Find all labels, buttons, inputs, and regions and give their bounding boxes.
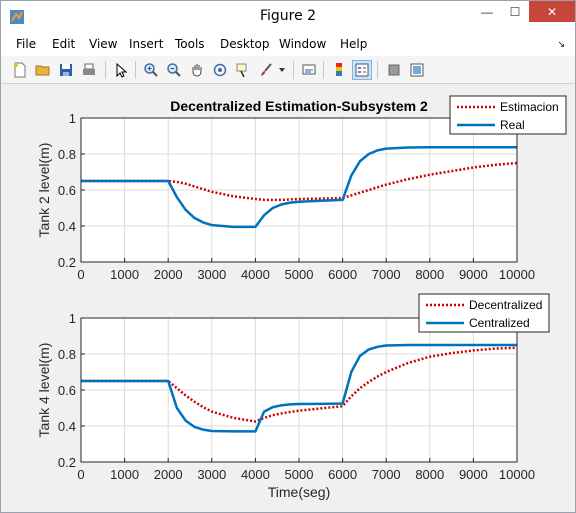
menu-tools[interactable]: Tools: [175, 37, 205, 51]
axes-2: 0 1000 2000 3000 4000 5000 6000 7000 8000 9000 100…: [36, 293, 550, 500]
zoom-in-icon[interactable]: [141, 60, 161, 80]
x-tick-label: 6000: [328, 467, 357, 482]
maximize-button[interactable]: ☐: [509, 4, 521, 19]
axes-border: [80, 317, 518, 463]
legend-box: [418, 293, 550, 333]
zoom-out-icon[interactable]: [164, 60, 184, 80]
pan-hand-icon[interactable]: [187, 60, 207, 80]
x-tick-label: 3000: [197, 467, 226, 482]
x-tick-label: 9000: [459, 267, 488, 282]
y-tick-label: 0.2: [58, 255, 76, 270]
axes-border: [80, 117, 518, 263]
x-tick-label: 3000: [197, 267, 226, 282]
open-file-icon[interactable]: [33, 60, 53, 80]
legend-entry: Decentralized: [469, 298, 542, 312]
y-tick-label: 0.8: [58, 147, 76, 162]
legend: Decentralized Centralized: [418, 293, 550, 333]
menu-insert[interactable]: Insert: [129, 37, 164, 51]
brush-dropdown-icon[interactable]: [277, 60, 287, 80]
x-tick-label: 7000: [372, 467, 401, 482]
x-tick-label: 0: [77, 267, 84, 282]
y-axis-label: Tank 2 level(m): [36, 143, 52, 238]
legend-entry: Centralized: [469, 316, 530, 330]
minimize-button[interactable]: —: [481, 4, 493, 19]
toolbar-separator: [323, 61, 324, 79]
toolbar-separator: [135, 61, 136, 79]
dock-arrow-icon[interactable]: ↘: [557, 39, 565, 49]
x-tick-label: 4000: [241, 267, 270, 282]
axes-1: 0 1000 2000 3000 4000 5000 6000 7000 8000 9000 100…: [36, 95, 567, 282]
x-tick-label: 6000: [328, 267, 357, 282]
figure-canvas[interactable]: 0 1000 2000 3000 4000 5000 6000 7000 8000 9000 100…: [2, 85, 574, 512]
menu-window[interactable]: Window: [279, 37, 327, 51]
x-tick-label: 2000: [154, 467, 183, 482]
x-tick-label: 10000: [499, 267, 535, 282]
y-tick-label: 0.4: [58, 219, 76, 234]
figure-toolbar: [1, 56, 575, 84]
edit-plot-arrow-icon[interactable]: [111, 60, 131, 80]
show-plot-tools-icon[interactable]: [407, 60, 427, 80]
menu-view[interactable]: View: [89, 37, 118, 51]
save-icon[interactable]: [56, 60, 76, 80]
x-tick-label: 7000: [372, 267, 401, 282]
y-tick-label: 1: [69, 111, 76, 126]
y-tick-label: 0.6: [58, 183, 76, 198]
y-tick-label: 1: [69, 311, 76, 326]
y-tick-label: 0.8: [58, 347, 76, 362]
y-axis-label: Tank 4 level(m): [36, 343, 52, 438]
x-tick-label: 0: [77, 467, 84, 482]
plot-title: Decentralized Estimation-Subsystem 2: [170, 98, 428, 114]
x-axis-label: Time(seg): [268, 484, 331, 500]
print-icon[interactable]: [79, 60, 99, 80]
x-tick-label: 8000: [415, 267, 444, 282]
new-figure-icon[interactable]: [10, 60, 30, 80]
data-cursor-icon[interactable]: [233, 60, 253, 80]
insert-legend-icon[interactable]: [352, 60, 372, 80]
x-tick-label: 2000: [154, 267, 183, 282]
menu-bar: File Edit View Insert Tools Desktop Wind…: [1, 32, 575, 56]
legend-box: [449, 95, 567, 135]
title-bar: Figure 2 — ☐ ✕: [1, 1, 575, 32]
close-button[interactable]: ✕: [529, 1, 575, 22]
x-tick-label: 8000: [415, 467, 444, 482]
series-line-decentralized: [81, 346, 518, 423]
hide-plot-tools-icon[interactable]: [384, 60, 404, 80]
x-tick-label: 5000: [285, 467, 314, 482]
legend-entry: Real: [500, 118, 525, 132]
matlab-app-icon: [10, 10, 24, 24]
y-tick-label: 0.4: [58, 419, 76, 434]
link-plot-icon[interactable]: [299, 60, 319, 80]
insert-colorbar-icon[interactable]: [329, 60, 349, 80]
x-tick-label: 5000: [285, 267, 314, 282]
menu-desktop[interactable]: Desktop: [220, 37, 270, 51]
menu-file[interactable]: File: [16, 37, 37, 51]
x-tick-label: 1000: [110, 467, 139, 482]
toolbar-separator: [377, 61, 378, 79]
legend: Estimacion Real: [449, 95, 567, 135]
toolbar-separator: [293, 61, 294, 79]
x-tick-label: 10000: [499, 467, 535, 482]
rotate-3d-icon[interactable]: [210, 60, 230, 80]
series-line-estimacion: [81, 161, 518, 202]
series-line-real: [81, 145, 517, 229]
y-tick-label: 0.2: [58, 455, 76, 470]
toolbar-separator: [105, 61, 106, 79]
x-tick-label: 9000: [459, 467, 488, 482]
x-tick-label: 1000: [110, 267, 139, 282]
brush-icon[interactable]: [256, 60, 276, 80]
x-tick-label: 4000: [241, 467, 270, 482]
window-title: Figure 2: [259, 8, 317, 24]
menu-help[interactable]: Help: [340, 37, 368, 51]
legend-entry: Estimacion: [500, 100, 559, 114]
series-line-centralized: [81, 343, 517, 433]
menu-edit[interactable]: Edit: [52, 37, 76, 51]
y-tick-label: 0.6: [58, 383, 76, 398]
plot-area: 0 1000 2000 3000 4000 5000 6000 7000 8000 9000 100…: [36, 95, 567, 500]
